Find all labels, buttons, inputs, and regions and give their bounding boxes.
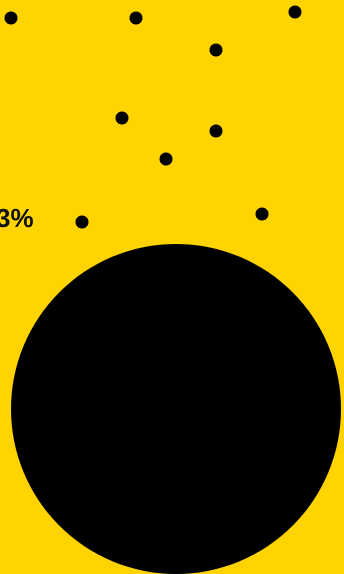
dot-9 xyxy=(255,207,269,221)
dot-5 xyxy=(115,111,129,125)
dot-3 xyxy=(288,5,302,19)
dot-1 xyxy=(4,11,18,25)
dot-8 xyxy=(75,215,89,229)
dot-7 xyxy=(159,152,173,166)
big-circle xyxy=(11,244,341,574)
dot-4 xyxy=(209,43,223,57)
dot-6 xyxy=(209,124,223,138)
percent-label: 3% xyxy=(0,203,34,233)
dot-2 xyxy=(129,11,143,25)
